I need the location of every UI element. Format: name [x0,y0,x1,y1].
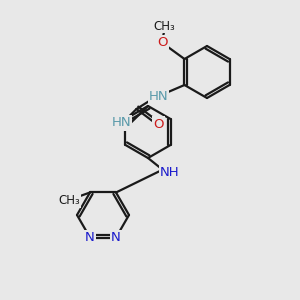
Text: CH₃: CH₃ [154,20,175,32]
Text: HN: HN [112,116,131,130]
Text: O: O [153,118,164,130]
Text: CH₃: CH₃ [58,194,80,207]
Text: NH: NH [160,166,180,178]
Text: N: N [85,231,95,244]
Text: N: N [111,231,121,244]
Text: O: O [157,37,168,50]
Text: HN: HN [149,91,168,103]
